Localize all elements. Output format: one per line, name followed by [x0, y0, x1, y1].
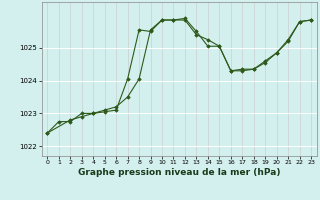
X-axis label: Graphe pression niveau de la mer (hPa): Graphe pression niveau de la mer (hPa): [78, 168, 280, 177]
